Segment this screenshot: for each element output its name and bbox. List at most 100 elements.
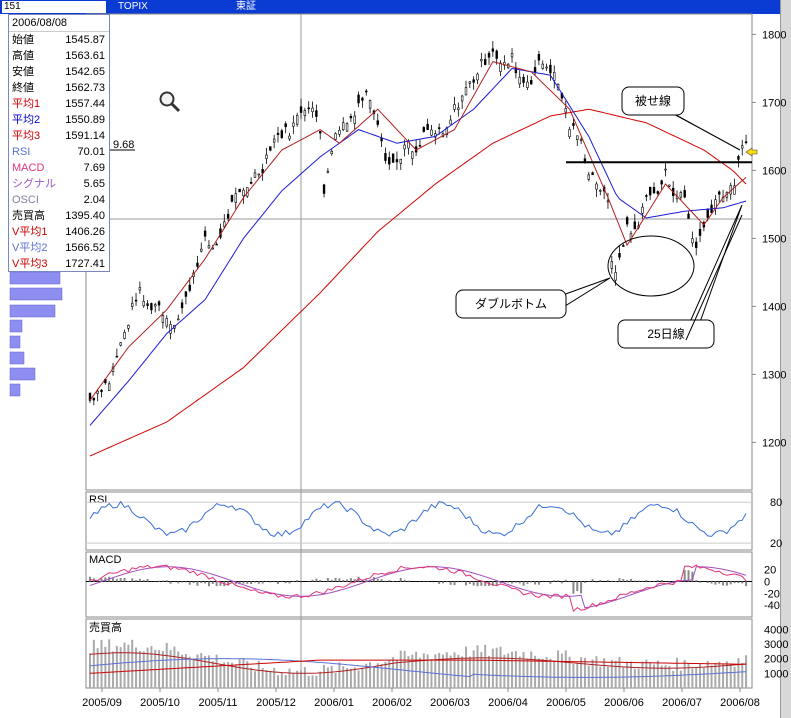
macd-y-label: 20 <box>764 565 776 577</box>
candle-body <box>180 302 184 309</box>
candle-body <box>357 94 360 104</box>
candle-body <box>188 284 191 291</box>
info-label: V平均2 <box>12 242 48 254</box>
candle-body <box>388 157 391 165</box>
candle-body <box>234 193 237 203</box>
candle-body <box>522 76 525 83</box>
candle-body <box>652 186 656 194</box>
candle-body <box>303 110 307 116</box>
volume-bar <box>438 652 441 688</box>
candle-body <box>154 304 157 307</box>
y-tick-label: 1200 <box>762 437 786 449</box>
candle-body <box>207 244 211 249</box>
volume-bar <box>123 642 126 688</box>
volume-bar <box>338 662 341 688</box>
v-ma2-line <box>89 658 747 678</box>
candle-body <box>169 324 172 334</box>
info-value: 1566.52 <box>65 242 105 254</box>
volume-bar <box>112 651 115 688</box>
candle-body <box>664 168 667 171</box>
info-value: 1563.61 <box>65 50 105 62</box>
info-value: 1550.89 <box>65 114 105 126</box>
x-tick-label: 2005/10 <box>140 697 180 709</box>
candle-body <box>553 71 556 81</box>
candle-body <box>257 173 261 176</box>
volume-bar <box>230 662 233 688</box>
candle-body <box>403 144 406 150</box>
candle-body <box>365 90 368 93</box>
volume-bar <box>534 655 537 688</box>
volume-bar <box>537 658 540 688</box>
volume-bar <box>553 660 556 688</box>
volume-bar <box>545 657 548 688</box>
volume-bar <box>491 648 494 688</box>
volume-bar <box>334 673 337 688</box>
candle-body <box>645 195 648 197</box>
info-value: 1545.87 <box>65 34 105 46</box>
volume-bar <box>465 646 467 688</box>
info-date: 2006/08/08 <box>9 15 109 32</box>
candle-body <box>123 332 126 339</box>
candle-body <box>483 59 487 65</box>
volume-bar <box>518 656 521 688</box>
info-label: 終値 <box>12 82 34 94</box>
info-label: 高値 <box>12 50 34 62</box>
candle-body <box>353 115 356 124</box>
volume-bar <box>725 661 728 688</box>
volume-bar <box>200 653 203 688</box>
volume-bar <box>127 644 130 688</box>
candle-body <box>249 181 253 184</box>
candle-body <box>698 229 702 236</box>
volume-bar <box>399 650 402 688</box>
volume-bar <box>449 655 452 688</box>
volume-bar <box>403 650 406 688</box>
candle-body <box>741 145 744 149</box>
magnifier-icon[interactable] <box>158 90 182 114</box>
title-bar: 151 TOPIX 東証 <box>0 0 780 14</box>
panel-frame <box>85 13 753 491</box>
volume-bar <box>672 670 675 688</box>
candle-body <box>92 397 96 401</box>
candle-body <box>587 174 590 180</box>
double-bottom-ellipse <box>607 235 695 297</box>
volume-bar <box>204 655 207 688</box>
volume-bar <box>468 656 471 688</box>
info-row: OSCI 2.04 <box>9 192 109 208</box>
candle-body <box>272 138 276 143</box>
candle-body <box>295 115 299 125</box>
candle-body <box>384 153 387 161</box>
info-label: 売買高 <box>12 210 45 222</box>
volume-bar <box>104 646 107 688</box>
candle-body <box>518 77 521 85</box>
vertical-scrollbar[interactable] <box>780 0 791 718</box>
v-ma3-line <box>89 659 747 674</box>
kise-callout-text: 被せ線 <box>635 93 671 108</box>
candle-body <box>380 137 383 142</box>
volume-bar <box>365 663 368 688</box>
price-readout: 9.68 <box>113 139 134 151</box>
volume-bar <box>234 664 237 688</box>
volume-profile-bar <box>9 383 21 397</box>
volume-bar <box>557 650 560 688</box>
volume-bar <box>219 664 222 688</box>
volume-bar <box>415 651 418 688</box>
volume-bar <box>181 654 184 688</box>
stock-name: TOPIX <box>118 1 148 12</box>
volume-bar <box>576 662 579 688</box>
candle-body <box>683 190 686 198</box>
volume-bar <box>342 666 345 688</box>
candle-body <box>395 159 399 163</box>
candle-body <box>476 73 479 81</box>
info-label: 平均2 <box>12 114 41 126</box>
volume-profile-bar <box>9 351 25 365</box>
candle-body <box>491 48 495 52</box>
volume-bar <box>384 661 387 688</box>
volume-bar <box>323 664 326 688</box>
volume-bar <box>89 653 91 688</box>
volume-bar <box>280 672 283 688</box>
info-row: V平均2 1566.52 <box>9 240 109 256</box>
volume-bar <box>277 675 279 688</box>
volume-bar <box>273 667 276 688</box>
info-row: 平均3 1591.14 <box>9 128 109 144</box>
code-field[interactable]: 151 <box>2 1 106 13</box>
